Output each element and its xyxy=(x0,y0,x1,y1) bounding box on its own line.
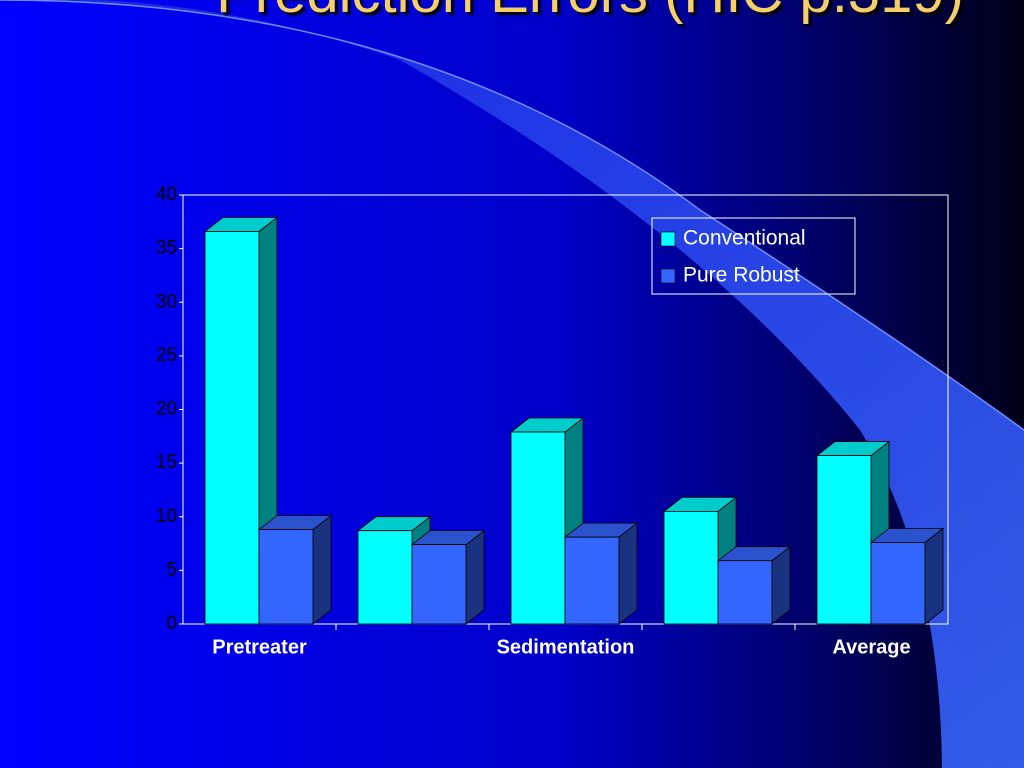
y-tick-label: 40 xyxy=(156,184,177,205)
y-tick-label: 20 xyxy=(156,399,177,420)
legend-box xyxy=(651,217,856,295)
y-tick-label: 0 xyxy=(166,613,177,634)
y-tick-label: 15 xyxy=(156,452,177,473)
legend-label: Conventional xyxy=(683,227,806,250)
bar-side xyxy=(312,514,332,625)
y-tick-label: 35 xyxy=(156,238,177,259)
x-tick-label: Sedimentation xyxy=(497,636,635,658)
y-tick-label: 30 xyxy=(156,291,177,312)
bar xyxy=(258,529,314,625)
x-tick-label: Average xyxy=(832,636,910,658)
legend-swatch xyxy=(660,231,676,247)
bar xyxy=(510,431,566,625)
bar xyxy=(357,530,413,625)
y-tick-label: 25 xyxy=(156,345,177,366)
bar xyxy=(816,455,872,625)
y-tick-label: 5 xyxy=(166,559,177,580)
bar-side xyxy=(924,527,944,625)
bar xyxy=(870,542,926,625)
bar-side xyxy=(465,529,485,625)
chart-title: Prediction Errors (HIC p.319) xyxy=(190,0,990,26)
bar xyxy=(717,560,773,625)
x-tick-label: Pretreater xyxy=(212,636,307,658)
legend-swatch xyxy=(660,268,676,284)
bar xyxy=(564,536,620,625)
y-tick-label: 10 xyxy=(156,506,177,527)
bar-side xyxy=(618,522,638,625)
bar xyxy=(411,544,467,625)
bar xyxy=(663,510,719,625)
bar xyxy=(204,231,260,625)
legend-label: Pure Robust xyxy=(683,264,800,287)
decor-line xyxy=(0,0,1024,431)
